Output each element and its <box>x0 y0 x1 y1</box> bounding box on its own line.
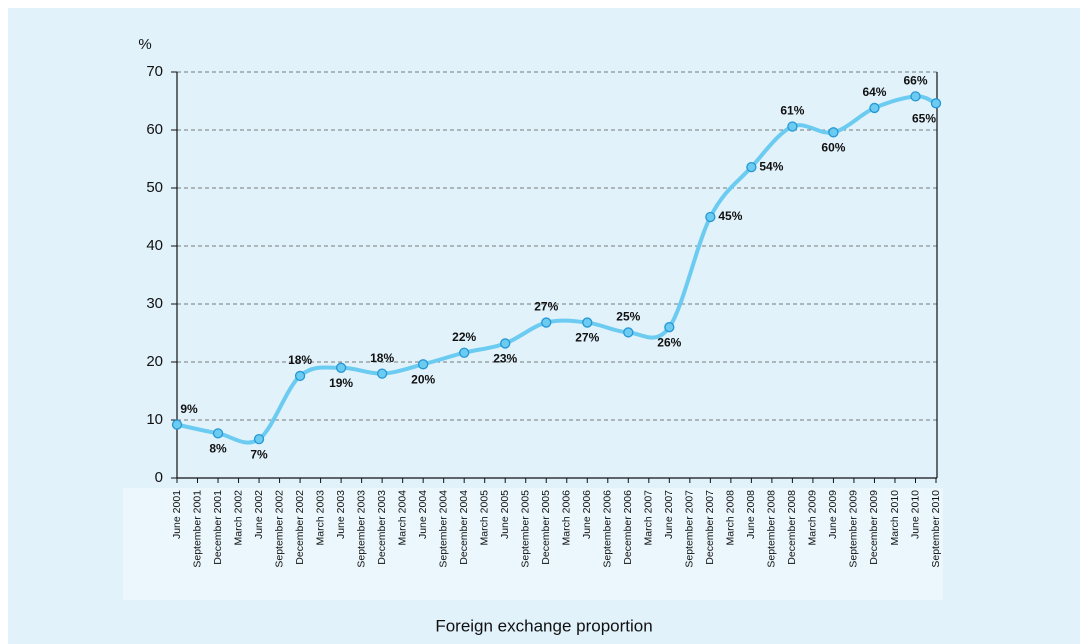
data-label: 64% <box>862 85 886 99</box>
marker <box>746 161 757 173</box>
marker <box>212 428 224 439</box>
x-tick-label: September 2001 <box>191 490 203 568</box>
data-label: 54% <box>759 159 783 173</box>
data-label: 27% <box>534 300 558 314</box>
x-tick-label: September 2008 <box>766 490 778 568</box>
x-tick-label: June 2003 <box>335 490 347 539</box>
data-label: 22% <box>452 330 476 344</box>
data-label: 7% <box>250 447 268 461</box>
marker <box>500 338 511 349</box>
data-label: 60% <box>821 140 845 154</box>
x-tick-label: December 2007 <box>704 490 716 565</box>
x-tick-label: March 2004 <box>396 490 408 546</box>
marker <box>418 359 429 370</box>
marker <box>869 102 880 114</box>
data-label: 8% <box>209 442 227 456</box>
marker <box>930 98 942 109</box>
x-tick-label: December 2002 <box>294 490 306 565</box>
x-tick-label: March 2002 <box>232 490 244 546</box>
marker <box>459 347 470 358</box>
marker <box>294 370 306 382</box>
data-label: 45% <box>718 209 742 223</box>
x-tick-label: June 2001 <box>171 490 183 539</box>
x-tick-label: June 2006 <box>581 490 593 539</box>
x-tick-label: September 2007 <box>684 490 696 568</box>
marker <box>582 317 593 328</box>
x-tick-label: December 2004 <box>458 490 470 565</box>
data-label: 20% <box>411 372 435 386</box>
data-label: 26% <box>657 335 681 349</box>
x-tick-label: June 2002 <box>253 490 265 539</box>
x-tick-label: March 2009 <box>807 490 819 546</box>
y-tick-label: 50 <box>146 179 163 196</box>
x-tick-label: March 2010 <box>889 490 901 546</box>
y-tick-label: 20 <box>146 353 163 370</box>
data-label: 27% <box>575 331 599 345</box>
marker <box>828 127 839 138</box>
x-tick-label: September 2004 <box>437 490 449 568</box>
y-tick-label: 30 <box>146 295 163 312</box>
y-tick-label: 10 <box>146 411 163 428</box>
x-tick-label: September 2009 <box>848 490 860 568</box>
marker <box>787 121 798 132</box>
marker <box>253 433 265 445</box>
x-tick-label: December 2008 <box>786 490 798 565</box>
y-tick-label: 70 <box>146 63 163 80</box>
marker <box>705 211 716 223</box>
marker <box>664 322 675 333</box>
data-label: 66% <box>903 74 927 88</box>
data-label: 23% <box>493 352 517 366</box>
x-label-band <box>123 488 943 600</box>
y-axis-label: % <box>138 36 151 53</box>
x-tick-label: March 2005 <box>478 490 490 546</box>
data-label: 19% <box>329 376 353 390</box>
marker <box>541 317 552 328</box>
x-tick-label: September 2010 <box>930 490 942 568</box>
marker <box>171 419 183 430</box>
x-tick-label: September 2002 <box>273 490 285 568</box>
x-tick-label: March 2007 <box>643 490 655 546</box>
x-tick-label: December 2006 <box>622 490 634 565</box>
x-tick-label: December 2001 <box>212 490 224 565</box>
data-label: 18% <box>288 353 312 367</box>
x-tick-label: December 2009 <box>868 490 880 565</box>
x-tick-label: March 2003 <box>314 490 326 546</box>
y-tick-label: 40 <box>146 237 163 254</box>
x-tick-label: March 2006 <box>561 490 573 546</box>
x-tick-label: June 2004 <box>417 490 429 539</box>
x-tick-label: June 2009 <box>827 490 839 539</box>
x-tick-label: June 2007 <box>663 490 675 539</box>
marker <box>910 91 921 102</box>
x-tick-label: June 2005 <box>499 490 511 539</box>
x-tick-label: June 2008 <box>745 490 757 539</box>
x-tick-label: December 2003 <box>376 490 388 565</box>
x-tick-label: June 2010 <box>909 490 921 539</box>
x-tick-label: September 2006 <box>602 490 614 568</box>
data-label: 65% <box>912 111 936 125</box>
chart-title: Foreign exchange proportion <box>435 616 652 635</box>
y-tick-label: 0 <box>155 469 163 486</box>
data-label: 25% <box>616 310 640 324</box>
x-tick-label: December 2005 <box>540 490 552 565</box>
data-label: 18% <box>370 351 394 365</box>
marker <box>335 362 347 373</box>
x-tick-label: September 2005 <box>520 490 532 568</box>
marker <box>376 368 388 379</box>
marker <box>623 327 634 338</box>
data-label: 9% <box>180 402 198 416</box>
y-tick-label: 60 <box>146 121 163 138</box>
data-label: 61% <box>780 104 804 118</box>
x-tick-label: March 2008 <box>725 490 737 546</box>
x-tick-label: September 2003 <box>355 490 367 568</box>
